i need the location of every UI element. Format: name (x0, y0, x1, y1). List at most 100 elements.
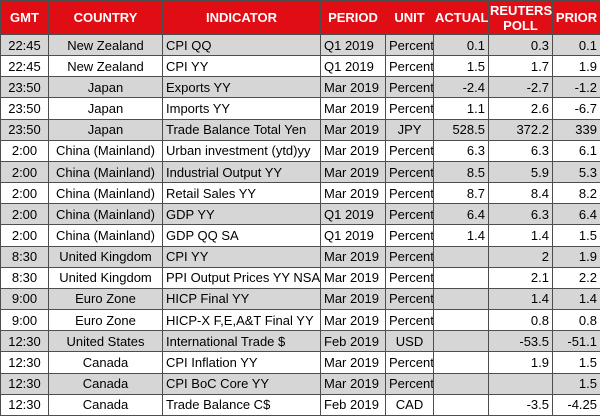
cell-indicator: Trade Balance C$ (162, 393, 321, 416)
cell-poll: 8.4 (488, 182, 553, 205)
cell-unit: Percent (385, 309, 434, 332)
cell-actual: 1.1 (433, 97, 489, 120)
cell-poll: 6.3 (488, 203, 553, 226)
cell-prior: 1.4 (552, 287, 600, 311)
column-header-poll: REUTERS POLL (488, 0, 553, 35)
table-row: 9:00 Euro Zone HICP-X F,E,A&T Final YY Mar … (0, 309, 600, 332)
cell-actual: 1.4 (433, 224, 489, 247)
cell-country: Canada (48, 351, 163, 374)
cell-unit: Percent (385, 372, 434, 395)
cell-actual (433, 330, 489, 353)
cell-prior: 1.9 (552, 245, 600, 268)
cell-actual: 8.7 (433, 182, 489, 205)
cell-unit: Percent (385, 224, 434, 247)
cell-unit: Percent (385, 182, 434, 205)
cell-poll: 1.4 (488, 287, 553, 311)
cell-unit: Percent (385, 266, 434, 289)
cell-unit: Percent (385, 97, 434, 120)
cell-indicator: Trade Balance Total Yen (162, 118, 321, 141)
cell-indicator: Imports YY (162, 97, 321, 120)
cell-indicator: Retail Sales YY (162, 182, 321, 205)
cell-country: China (Mainland) (48, 224, 163, 247)
cell-period: Mar 2019 (320, 97, 386, 120)
cell-unit: Percent (385, 287, 434, 311)
table-row: 2:00 China (Mainland) Urban investment (yt… (0, 139, 600, 162)
cell-prior: 6.4 (552, 203, 600, 226)
cell-country: Canada (48, 393, 163, 416)
cell-period: Mar 2019 (320, 266, 386, 289)
cell-poll: 0.3 (488, 33, 553, 57)
table-row: 12:30 United States International Trade $ F… (0, 330, 600, 353)
cell-gmt: 9:00 (0, 287, 49, 311)
cell-actual: 8.5 (433, 160, 489, 184)
cell-country: Japan (48, 76, 163, 99)
cell-unit: USD (385, 330, 434, 353)
cell-actual: -2.4 (433, 76, 489, 99)
cell-gmt: 8:30 (0, 245, 49, 268)
cell-poll (488, 372, 553, 395)
cell-prior: 1.5 (552, 351, 600, 374)
cell-gmt: 23:50 (0, 76, 49, 99)
cell-actual (433, 372, 489, 395)
cell-country: Euro Zone (48, 287, 163, 311)
cell-unit: Percent (385, 55, 434, 78)
table-row: 22:45 New Zealand CPI QQ Q1 2019 Percent 0.1 0… (0, 33, 600, 57)
cell-indicator: CPI YY (162, 55, 321, 78)
cell-unit: Percent (385, 160, 434, 184)
cell-country: New Zealand (48, 33, 163, 57)
cell-indicator: Exports YY (162, 76, 321, 99)
column-header-actual: ACTUAL (433, 0, 489, 35)
cell-poll: 6.3 (488, 139, 553, 162)
cell-gmt: 12:30 (0, 351, 49, 374)
cell-actual (433, 309, 489, 332)
cell-indicator: Urban investment (ytd)yy (162, 139, 321, 162)
cell-prior: 8.2 (552, 182, 600, 205)
cell-gmt: 2:00 (0, 182, 49, 205)
column-header-unit: UNIT (385, 0, 434, 35)
cell-poll: -2.7 (488, 76, 553, 99)
cell-actual (433, 287, 489, 311)
cell-gmt: 23:50 (0, 97, 49, 120)
table-row: 8:30 United Kingdom PPI Output Prices YY N… (0, 266, 600, 289)
cell-country: United Kingdom (48, 245, 163, 268)
cell-poll: -53.5 (488, 330, 553, 353)
cell-unit: Percent (385, 139, 434, 162)
cell-period: Q1 2019 (320, 203, 386, 226)
cell-actual: 6.4 (433, 203, 489, 226)
cell-gmt: 12:30 (0, 330, 49, 353)
cell-period: Mar 2019 (320, 372, 386, 395)
cell-period: Q1 2019 (320, 224, 386, 247)
cell-period: Mar 2019 (320, 182, 386, 205)
table-row: 2:00 China (Mainland) GDP YY Q1 2019 Percent… (0, 203, 600, 226)
cell-country: Euro Zone (48, 309, 163, 332)
cell-gmt: 12:30 (0, 372, 49, 395)
cell-period: Mar 2019 (320, 139, 386, 162)
cell-indicator: CPI Inflation YY (162, 351, 321, 374)
cell-prior: 6.1 (552, 139, 600, 162)
cell-poll: 1.7 (488, 55, 553, 78)
cell-prior: -1.2 (552, 76, 600, 99)
cell-country: United States (48, 330, 163, 353)
cell-period: Mar 2019 (320, 309, 386, 332)
cell-country: United Kingdom (48, 266, 163, 289)
cell-prior: 2.2 (552, 266, 600, 289)
cell-gmt: 2:00 (0, 160, 49, 184)
cell-prior: 1.5 (552, 372, 600, 395)
cell-indicator: CPI QQ (162, 33, 321, 57)
table-row: 9:00 Euro Zone HICP Final YY Mar 2019 Percen… (0, 287, 600, 311)
cell-prior: 5.3 (552, 160, 600, 184)
column-header-period: PERIOD (320, 0, 386, 35)
cell-actual (433, 351, 489, 374)
cell-period: Feb 2019 (320, 330, 386, 353)
cell-gmt: 12:30 (0, 393, 49, 416)
cell-actual: 6.3 (433, 139, 489, 162)
table-body: 22:45 New Zealand CPI QQ Q1 2019 Percent 0.1 0… (0, 33, 600, 416)
column-header-indicator: INDICATOR (162, 0, 321, 35)
cell-actual (433, 393, 489, 416)
cell-gmt: 2:00 (0, 203, 49, 226)
cell-actual (433, 245, 489, 268)
cell-indicator: CPI YY (162, 245, 321, 268)
table-row: 2:00 China (Mainland) Retail Sales YY Mar 2… (0, 182, 600, 205)
cell-gmt: 2:00 (0, 224, 49, 247)
